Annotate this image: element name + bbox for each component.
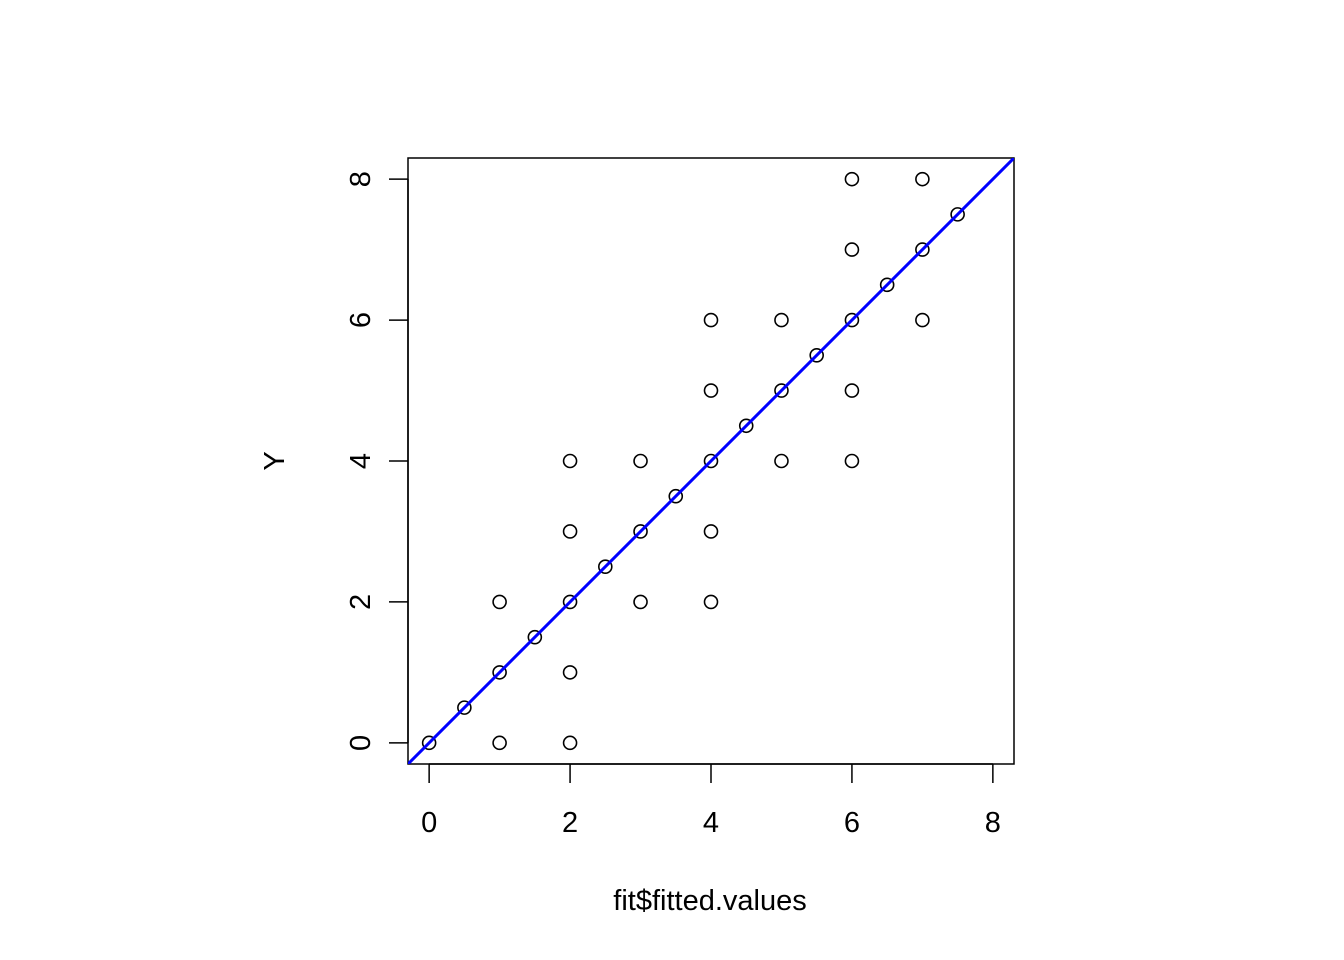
data-point [633, 453, 648, 469]
data-point [703, 594, 719, 610]
data-point [738, 418, 754, 434]
y-tick-label: 0 [345, 735, 377, 751]
data-point [844, 453, 860, 469]
data-point [703, 383, 719, 398]
data-point [703, 453, 719, 469]
x-tick-label: 6 [844, 807, 860, 839]
data-point [633, 594, 648, 610]
data-point [492, 735, 507, 751]
data-point [915, 171, 930, 187]
data-point [562, 453, 578, 469]
data-point [844, 171, 860, 187]
data-point [598, 559, 613, 574]
data-point [562, 735, 578, 751]
data-point [809, 348, 824, 363]
x-tick-label: 0 [421, 807, 437, 839]
y-tick-label: 8 [345, 171, 377, 187]
data-point [915, 242, 930, 257]
y-axis-label: Y [259, 451, 291, 470]
data-point [703, 524, 719, 539]
y-axis: 0 2 4 6 8 [345, 171, 409, 751]
data-point [457, 700, 472, 715]
data-point [774, 383, 789, 398]
data-point [879, 277, 895, 293]
data-point [774, 312, 789, 328]
reference-line [408, 158, 1014, 764]
data-point [668, 488, 684, 504]
x-axis-label: fit$fitted.values [613, 885, 806, 917]
data-point [562, 594, 578, 610]
data-points [421, 171, 965, 751]
x-tick-label: 8 [985, 807, 1001, 839]
x-tick-label: 4 [703, 807, 719, 839]
data-point [492, 665, 507, 680]
data-point [950, 207, 965, 222]
data-point [527, 629, 543, 645]
data-point [562, 524, 578, 539]
data-point [844, 312, 860, 328]
y-tick-label: 6 [345, 312, 377, 328]
x-axis: 0 2 4 6 8 [421, 763, 1001, 839]
data-point [633, 524, 648, 539]
data-point [915, 312, 930, 328]
reference-line-group [408, 158, 1014, 764]
data-point [492, 594, 507, 610]
x-tick-label: 2 [562, 807, 578, 839]
data-point [421, 735, 437, 751]
data-point [562, 665, 578, 680]
y-tick-label: 4 [345, 453, 377, 469]
data-point [703, 312, 719, 328]
data-point [774, 453, 789, 469]
data-point [844, 383, 860, 398]
data-point [844, 242, 860, 257]
y-tick-label: 2 [345, 594, 377, 610]
